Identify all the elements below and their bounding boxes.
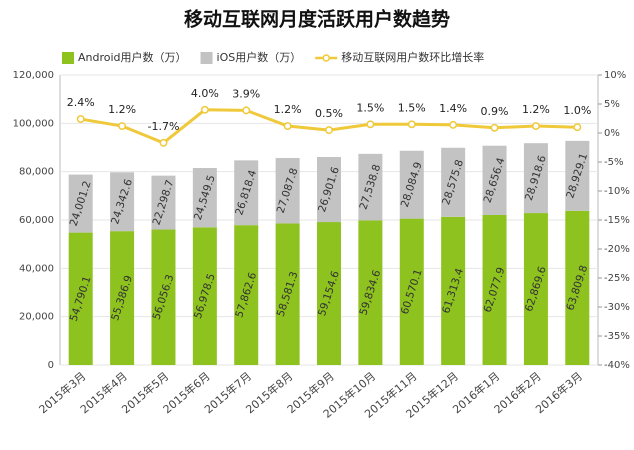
y2-tick-label: -15% xyxy=(604,215,630,226)
line-marker xyxy=(242,106,251,115)
bar xyxy=(565,140,590,211)
y2-tick-label: 10% xyxy=(604,70,626,81)
line-marker xyxy=(573,123,582,132)
bar xyxy=(234,160,259,226)
y-tick-label: 40,000 xyxy=(19,263,54,274)
legend-label: iOS用户数（万） xyxy=(217,50,302,64)
bar xyxy=(110,231,135,365)
line-marker xyxy=(159,138,168,147)
legend-label: 移动互联网用户数环比增长率 xyxy=(341,50,484,64)
bar xyxy=(523,213,548,365)
y-tick-label: 80,000 xyxy=(19,167,54,178)
bar xyxy=(441,216,466,365)
bar xyxy=(565,210,590,365)
bar xyxy=(399,218,424,365)
line-value-label: 3.9% xyxy=(232,87,260,100)
bar xyxy=(358,220,383,365)
legend-swatch xyxy=(62,52,74,64)
bar xyxy=(110,172,135,232)
bar xyxy=(399,150,424,219)
line-marker xyxy=(118,122,127,130)
line-marker xyxy=(449,120,458,129)
bar xyxy=(316,157,342,223)
y-tick-label: 0 xyxy=(48,360,54,371)
y2-tick-label: -10% xyxy=(604,186,630,197)
y-tick-label: 60,000 xyxy=(19,215,54,226)
bar xyxy=(316,222,342,365)
bar xyxy=(68,174,93,233)
line-value-label: 4.0% xyxy=(191,87,219,100)
legend-swatch-marker xyxy=(322,54,330,62)
line-value-label: 0.5% xyxy=(315,107,343,120)
bar xyxy=(192,167,217,228)
bar xyxy=(234,225,259,365)
line-value-label: 1.2% xyxy=(108,103,136,116)
bar xyxy=(441,147,466,217)
y2-tick-label: -40% xyxy=(604,360,630,371)
bar xyxy=(192,227,217,365)
line-marker xyxy=(76,115,85,124)
bar xyxy=(275,223,300,365)
y2-tick-label: -30% xyxy=(604,302,630,313)
bar xyxy=(482,145,507,215)
y2-tick-label: 5% xyxy=(604,99,620,110)
bar xyxy=(358,153,383,221)
y-tick-label: 20,000 xyxy=(19,312,54,323)
y2-tick-label: -35% xyxy=(604,331,630,342)
y2-tick-label: -25% xyxy=(604,273,630,284)
line-marker xyxy=(490,123,499,132)
bar xyxy=(275,157,300,224)
y2-tick-label: 0% xyxy=(604,128,620,139)
line-marker xyxy=(366,120,375,129)
bar xyxy=(151,175,176,230)
line-value-label: 1.5% xyxy=(398,101,426,114)
line-value-label: 1.2% xyxy=(274,103,302,116)
line-value-label: 1.5% xyxy=(356,101,384,114)
line-marker xyxy=(325,126,333,135)
line-marker xyxy=(407,120,416,129)
line-value-label: -1.7% xyxy=(148,120,180,133)
line-value-label: 1.0% xyxy=(563,104,591,117)
line-value-label: 2.4% xyxy=(67,96,95,109)
bar xyxy=(523,143,548,214)
legend-label: Android用户数（万） xyxy=(78,50,187,64)
line-marker xyxy=(531,122,540,130)
y2-tick-label: -5% xyxy=(604,157,623,168)
y2-tick-label: -20% xyxy=(604,244,630,255)
bar xyxy=(482,214,507,365)
chart-title: 移动互联网月度活跃用户数趋势 xyxy=(184,8,450,31)
bar xyxy=(68,232,93,365)
line-value-label: 1.2% xyxy=(522,103,550,116)
line-marker xyxy=(200,105,209,114)
line-value-label: 1.4% xyxy=(439,102,467,115)
line-marker xyxy=(283,122,292,130)
bar xyxy=(151,229,176,365)
y-tick-label: 120,000 xyxy=(13,70,54,81)
line-value-label: 0.9% xyxy=(481,105,509,118)
y-tick-label: 100,000 xyxy=(13,118,54,129)
legend-swatch xyxy=(200,52,213,64)
